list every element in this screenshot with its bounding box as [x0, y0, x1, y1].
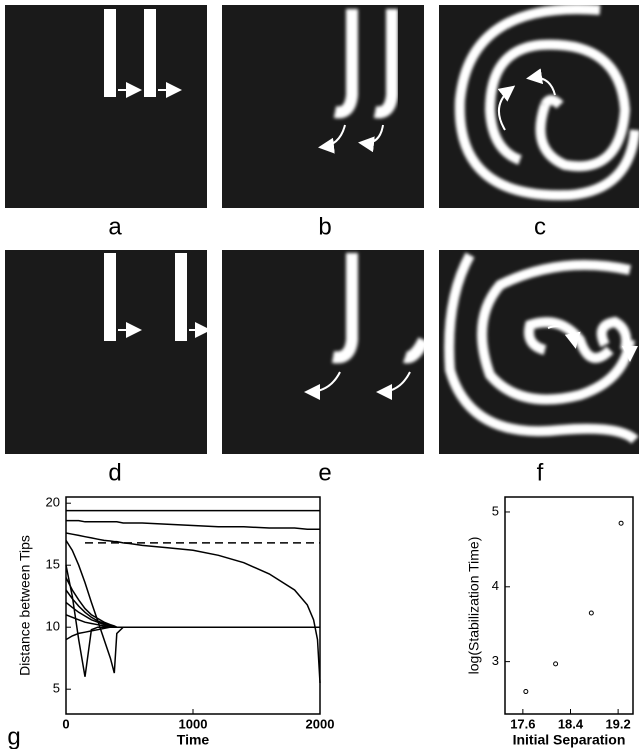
line-series: [65, 626, 320, 641]
panel-label: c: [534, 213, 546, 240]
scatter-point: [618, 520, 624, 526]
scatter-point: [553, 661, 559, 667]
panel-f: [439, 250, 639, 454]
line-series: [65, 614, 320, 628]
line-series: [66, 519, 320, 530]
line-series: [65, 577, 320, 628]
y-axis-label: log(Stabilization Time): [466, 537, 482, 675]
scatter-point: [588, 610, 594, 616]
line-series: [65, 532, 321, 684]
x-tick-label: 18.4: [558, 716, 584, 731]
x-tick-label: 2000: [306, 716, 335, 731]
y-tick-label: 4: [492, 578, 499, 593]
plot-frame: [65, 496, 321, 715]
line-series: [65, 539, 320, 674]
panel-label: e: [318, 459, 331, 486]
plot-frame: [504, 496, 634, 715]
x-tick-label: 1000: [179, 716, 208, 731]
x-axis-label: Initial Separation: [513, 732, 626, 748]
panel-label: f: [537, 459, 544, 486]
y-tick-label: 10: [46, 619, 60, 634]
panel-c: [439, 4, 639, 208]
scatter-point: [523, 689, 529, 695]
panel-label: d: [108, 459, 121, 486]
y-axis-label: Distance between Tips: [17, 535, 33, 676]
x-axis-label: Time: [177, 732, 210, 748]
panel-a: [5, 5, 207, 208]
y-tick-label: 3: [492, 653, 499, 668]
panel-label: a: [108, 213, 122, 240]
panel-label: b: [318, 213, 331, 240]
x-tick-label: 0: [62, 716, 69, 731]
panel-d: [5, 250, 211, 454]
panel-label: g: [7, 723, 20, 749]
y-tick-label: 5: [53, 681, 60, 696]
y-tick-label: 15: [46, 557, 60, 572]
x-tick-label: 19.2: [605, 716, 630, 731]
panel-b: [222, 5, 424, 208]
panel-e: [222, 250, 430, 454]
y-tick-label: 20: [46, 495, 60, 510]
x-tick-label: 17.6: [510, 716, 535, 731]
y-tick-label: 5: [492, 503, 499, 518]
